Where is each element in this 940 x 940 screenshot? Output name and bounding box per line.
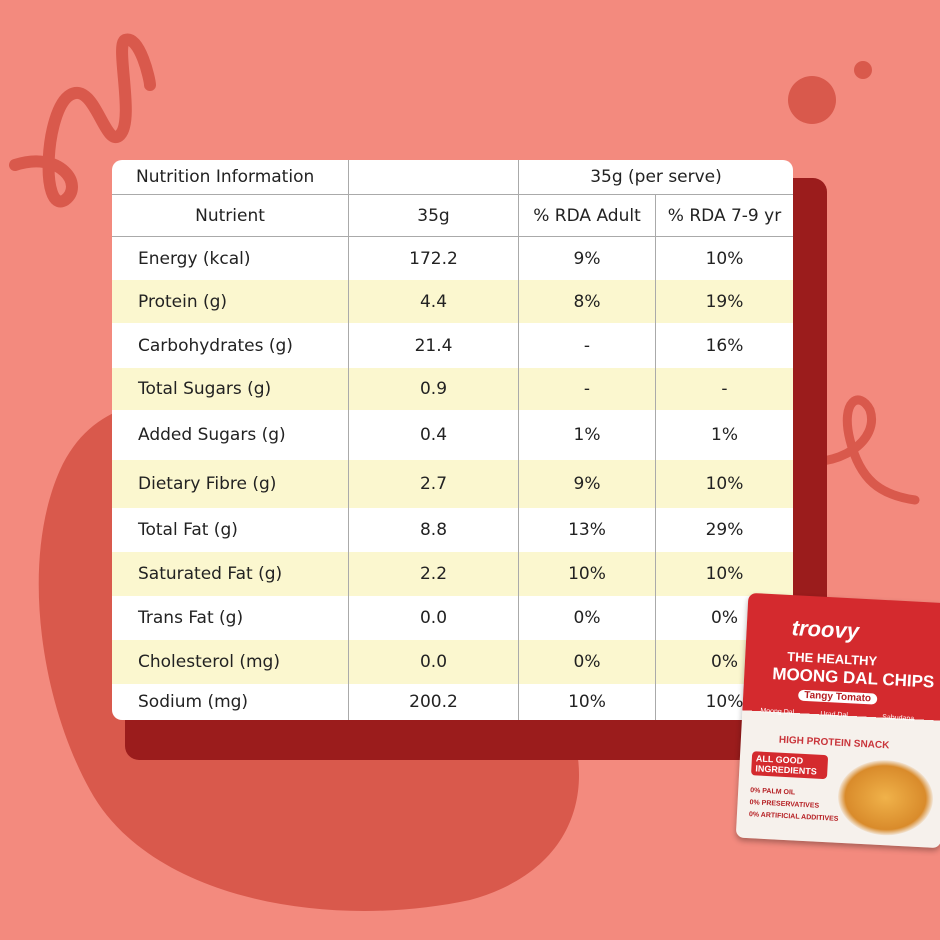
- row-label: Total Sugars (g): [112, 368, 349, 410]
- table-cell: 0%: [519, 640, 656, 684]
- table-cell: 2.2: [349, 552, 519, 596]
- chips-image: [836, 757, 935, 838]
- row-label: Carbohydrates (g): [112, 323, 349, 368]
- row-label: Sodium (mg): [112, 684, 349, 720]
- row-label: Trans Fat (g): [112, 596, 349, 640]
- table-cell: 4.4: [349, 280, 519, 323]
- row-label: Cholesterol (mg): [112, 640, 349, 684]
- table-cell: 8%: [519, 280, 656, 323]
- header-empty: [349, 160, 519, 195]
- row-label: Added Sugars (g): [112, 410, 349, 460]
- column-header: % RDA Adult: [519, 195, 656, 237]
- column-header: 35g: [349, 195, 519, 237]
- table-cell: 8.8: [349, 508, 519, 552]
- row-label: Saturated Fat (g): [112, 552, 349, 596]
- ingredient: Moong Dal: [760, 707, 795, 717]
- badge: ALL GOOD INGREDIENTS: [751, 751, 829, 780]
- table-cell: 0.0: [349, 596, 519, 640]
- loop: [785, 395, 920, 505]
- table-cell: 16%: [705, 335, 744, 356]
- ingredient: Urad Dal: [820, 710, 849, 720]
- table-cell: 10%: [656, 460, 793, 508]
- row-label: Protein (g): [112, 280, 349, 323]
- table-cell: 9%: [519, 460, 656, 508]
- table-cell: 21.4: [349, 323, 519, 368]
- serving-header: 35g (per serve): [519, 160, 793, 195]
- table-cell: 0%: [519, 596, 656, 640]
- table-cell: 10%: [656, 552, 793, 596]
- table-cell: 1%: [519, 410, 656, 460]
- table-cell: 1%: [711, 425, 738, 445]
- table-cell: -: [656, 368, 793, 410]
- table-cell: 172.2: [349, 237, 519, 280]
- table-title: Nutrition Information: [112, 160, 349, 195]
- brand: troovy: [791, 615, 860, 644]
- claim-point: 0% ARTIFICIAL ADDITIVES: [748, 811, 839, 823]
- table-cell: 10%: [705, 248, 744, 269]
- table-cell: -: [519, 368, 656, 410]
- dot: [788, 76, 836, 124]
- table-cell: 0%: [711, 608, 738, 628]
- claim: HIGH PROTEIN SNACK: [778, 734, 890, 752]
- table-cell: 10%: [519, 552, 656, 596]
- dot: [854, 61, 872, 79]
- table-cell: 29%: [705, 520, 744, 540]
- row-label: Energy (kcal): [112, 237, 349, 280]
- table-cell: 13%: [519, 508, 656, 552]
- ingredient: Sabudana: [882, 713, 915, 723]
- table-cell: 0.9: [349, 368, 519, 410]
- table-cell: 10%: [705, 692, 744, 712]
- claim-point: 0% PALM OIL: [750, 787, 796, 797]
- flavour: Tangy Tomato: [797, 689, 878, 705]
- table-cell: 0.0: [349, 640, 519, 684]
- claim-point: 0% PRESERVATIVES: [749, 799, 820, 810]
- table-cell: 2.7: [349, 460, 519, 508]
- column-header: Nutrient: [112, 195, 349, 237]
- table-cell: 10%: [519, 684, 656, 720]
- row-label: Dietary Fibre (g): [112, 460, 349, 508]
- table-cell: 200.2: [349, 684, 519, 720]
- table-cell: 0.4: [349, 410, 519, 460]
- table-cell: -: [519, 323, 656, 368]
- table-cell: 9%: [519, 237, 656, 280]
- product-name: MOONG DAL CHIPS: [771, 664, 935, 692]
- product-package: troovy THE HEALTHY MOONG DAL CHIPS Tangy…: [735, 592, 940, 849]
- row-label: Total Fat (g): [112, 508, 349, 552]
- column-header: % RDA 7-9 yr: [656, 195, 793, 237]
- table-cell: 19%: [656, 280, 793, 323]
- squiggle: [9, 33, 156, 208]
